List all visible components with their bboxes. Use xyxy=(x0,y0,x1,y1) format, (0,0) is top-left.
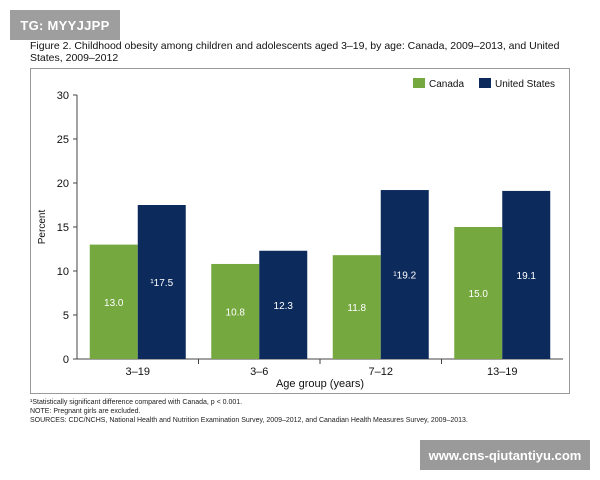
x-tick-label: 13–19 xyxy=(487,366,518,378)
bar-canada xyxy=(211,263,260,359)
y-tick-label: 30 xyxy=(57,90,69,102)
bar-united-states xyxy=(380,190,429,359)
figure-title: Figure 2. Childhood obesity among childr… xyxy=(30,40,560,64)
data-label: 13.0 xyxy=(104,298,124,309)
data-label: 11.8 xyxy=(347,303,366,314)
y-tick-label: 20 xyxy=(57,178,69,190)
x-tick-label: 3–6 xyxy=(250,366,268,378)
bar-united-states xyxy=(502,190,551,359)
data-label: ¹17.5 xyxy=(150,278,173,289)
data-label: 15.0 xyxy=(469,289,489,300)
legend-swatch-canada xyxy=(413,78,425,88)
footnotes: ¹Statistically significant difference co… xyxy=(30,398,580,425)
chart-panel: 0 5 10 15 20 25 30 Percent 13.0 ¹17.5 3–19 10.8 12.3… xyxy=(30,68,570,394)
y-tick-label: 10 xyxy=(57,266,69,278)
data-label: ¹19.2 xyxy=(393,271,416,282)
footnote-sources: SOURCES: CDC/NCHS, National Health and N… xyxy=(30,417,468,424)
bar-canada xyxy=(332,255,381,359)
bar-canada xyxy=(89,244,138,359)
legend-label: Canada xyxy=(429,79,464,90)
legend-swatch-united-states xyxy=(479,78,491,88)
data-label: 19.1 xyxy=(517,271,537,282)
x-tick-label: 7–12 xyxy=(369,366,393,378)
watermark-top-left: TG: MYYJJPP xyxy=(10,10,120,40)
bar-united-states xyxy=(259,250,308,359)
footnote-note: NOTE: Pregnant girls are excluded. xyxy=(30,408,141,415)
y-tick-label: 0 xyxy=(63,354,69,366)
y-axis-title: Percent xyxy=(37,210,48,245)
bar-united-states xyxy=(137,205,186,359)
legend-label: United States xyxy=(495,79,555,90)
x-axis-title: Age group (years) xyxy=(276,378,364,390)
bar-chart: 0 5 10 15 20 25 30 Percent 13.0 ¹17.5 3–19 10.8 12.3… xyxy=(37,78,563,390)
x-tick-label: 3–19 xyxy=(126,366,150,378)
y-tick-label: 25 xyxy=(57,134,69,146)
data-label: 10.8 xyxy=(226,307,246,318)
watermark-bottom-right: www.cns-qiutantiyu.com xyxy=(420,440,590,470)
data-label: 12.3 xyxy=(274,301,294,312)
y-tick-label: 5 xyxy=(63,310,69,322)
bar-canada xyxy=(454,227,503,359)
y-tick-label: 15 xyxy=(57,222,69,234)
footnote-significance: ¹Statistically significant difference co… xyxy=(30,399,243,406)
